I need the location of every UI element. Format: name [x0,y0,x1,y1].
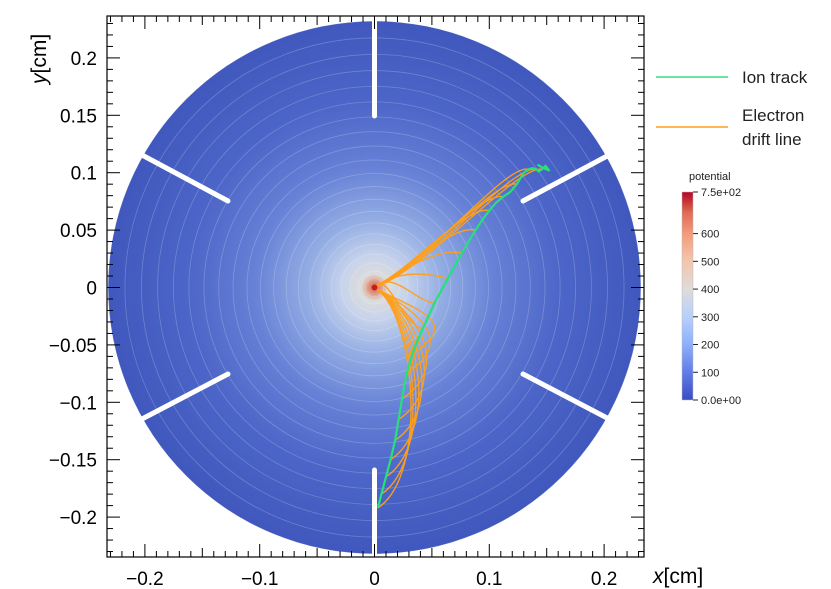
contour-ring [309,222,440,353]
colorbar-tick-label: 7.5e+02 [701,187,741,199]
colorbar-ticks: 7.5e+02 600 500 400 300 200 100 0.0e+00 [693,187,741,407]
electron-drift-line [374,286,414,495]
colorbar: potential 7.5e+02 600 500 400 300 200 100 0.0e+… [681,171,741,407]
y-tick-label: 0.1 [71,164,97,185]
electron-drift-line [374,286,428,400]
contour-ring [297,210,452,365]
contour-ring [357,270,392,305]
electron-drift-line [374,286,426,421]
colorbar-tick-label: 100 [701,367,719,379]
colorbar-gradient [681,191,694,401]
plot-area [107,16,642,557]
x-tick-label: 0.2 [591,569,617,589]
electron-drift-line [374,286,423,441]
axis-tick-labels: −0.2 −0.1 0 0.1 0.2 0.2 0.15 0.1 0.05 0 −0.05 −0.1 −… [49,49,617,589]
electron-drift-lines [373,168,543,509]
contour-ring [260,173,489,402]
legend-electron-label-line2: drift line [742,130,802,149]
contour-ring [320,233,429,342]
electrodes [139,16,612,557]
electron-drift-line [374,286,420,461]
y-tick-label: −0.1 [59,393,97,414]
electrode-lower-right [520,371,612,422]
contour-ring [364,277,385,298]
contour-ring [285,198,464,377]
y-axis-title: y[cm] [28,34,51,86]
colorbar-title: potential [689,171,731,183]
ion-track-group [376,163,551,509]
electron-drift-line [374,168,543,289]
contour-ring [370,283,379,292]
x-tick-label: −0.1 [241,569,279,589]
contour-ring [330,243,419,332]
contour-ring [273,186,476,389]
contour-ring [218,131,531,444]
y-tick-label: 0 [86,279,97,300]
x-axis-title: x[cm] [652,565,703,588]
y-tick-label: −0.2 [59,508,97,529]
x-tick-label: 0.1 [476,569,502,589]
contour-ring [349,262,400,313]
colorbar-tick-label: 200 [701,340,719,352]
legend-electron-label-line1: Electron [742,106,804,125]
electrode-upper-right [520,152,612,204]
electrode-upper-left [139,152,231,204]
ion-track-line [376,163,551,509]
colorbar-tick-label: 400 [701,284,719,296]
colorbar-tick-label: 0.0e+00 [701,395,741,407]
y-tick-label: 0.05 [60,221,97,242]
contour-ring [246,159,503,416]
colorbar-tick-label: 300 [701,312,719,324]
x-tick-label: 0 [369,569,380,589]
contour-ring [340,253,409,322]
contour-ring [232,145,517,430]
y-tick-label: 0.2 [71,49,97,70]
axis-ticks [107,16,644,557]
plot-frame [106,15,645,558]
colorbar-tick-label: 600 [701,229,719,241]
x-tick-label: −0.2 [126,569,164,589]
colorbar-tick-label: 500 [701,256,719,268]
legend: Ion track Electron drift line [656,68,808,149]
y-tick-label: −0.15 [49,451,97,472]
electrode-lower-left [139,371,231,422]
y-tick-label: −0.05 [49,336,97,357]
center-anode [371,284,378,291]
y-tick-label: 0.15 [60,106,97,127]
legend-ion-track-label: Ion track [742,68,808,87]
